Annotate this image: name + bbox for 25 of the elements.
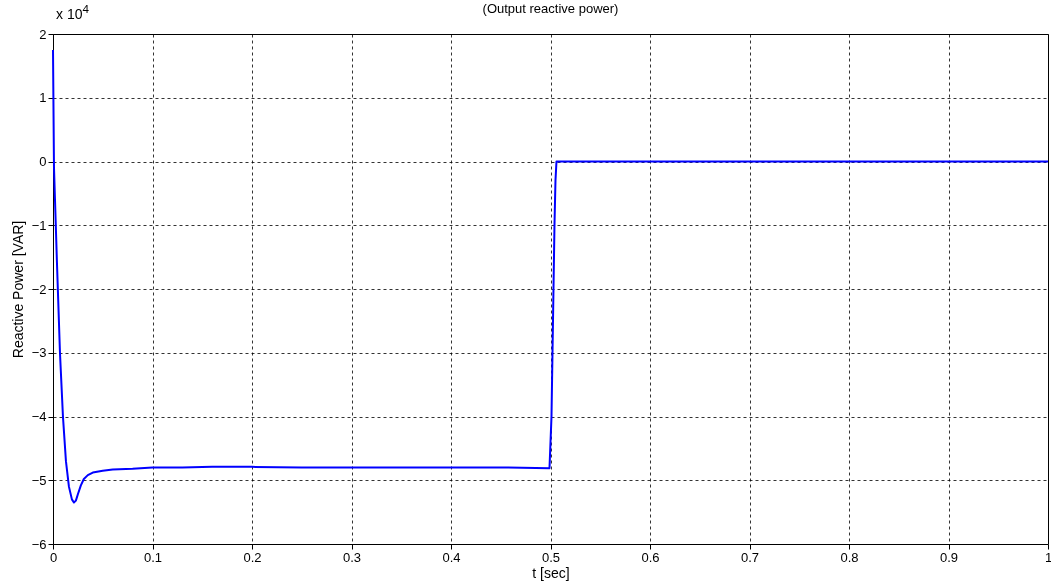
x-tick-label: 0.4 bbox=[442, 549, 461, 565]
y-tick-label: −6 bbox=[31, 536, 47, 552]
y-tick-label: 1 bbox=[39, 90, 47, 106]
y-tick-label: 0 bbox=[39, 154, 47, 169]
y-axis-title: Reactive Power [VAR] bbox=[9, 220, 26, 359]
x-tick-label: 0.3 bbox=[342, 549, 362, 565]
chart-title: (Output reactive power) bbox=[482, 1, 619, 16]
x-tick-label: 0.5 bbox=[541, 549, 561, 565]
x-tick-label: 1 bbox=[1044, 549, 1051, 565]
x-tick-label: 0 bbox=[49, 549, 58, 565]
y-tick-label: −1 bbox=[31, 217, 47, 233]
x-tick-label: 0.8 bbox=[840, 549, 859, 565]
x-tick-label: 0.7 bbox=[740, 549, 760, 565]
text: x 10$^{4}$ bbox=[56, 2, 89, 22]
x-tick-label: 0.9 bbox=[939, 549, 959, 565]
x-tick-label: 0.1 bbox=[143, 549, 163, 565]
line-series bbox=[52, 48, 1049, 504]
y-tick-label: 2 bbox=[39, 26, 47, 42]
y-tick-label: −2 bbox=[31, 281, 47, 297]
x-tick-label: 0.6 bbox=[641, 549, 660, 565]
x-axis-title: t [sec] bbox=[532, 564, 570, 581]
y-tick-label: −5 bbox=[31, 472, 47, 488]
x-tick-label: 0.2 bbox=[243, 549, 262, 565]
y-tick-label: −3 bbox=[31, 345, 47, 361]
y-tick-label: −4 bbox=[31, 409, 47, 424]
